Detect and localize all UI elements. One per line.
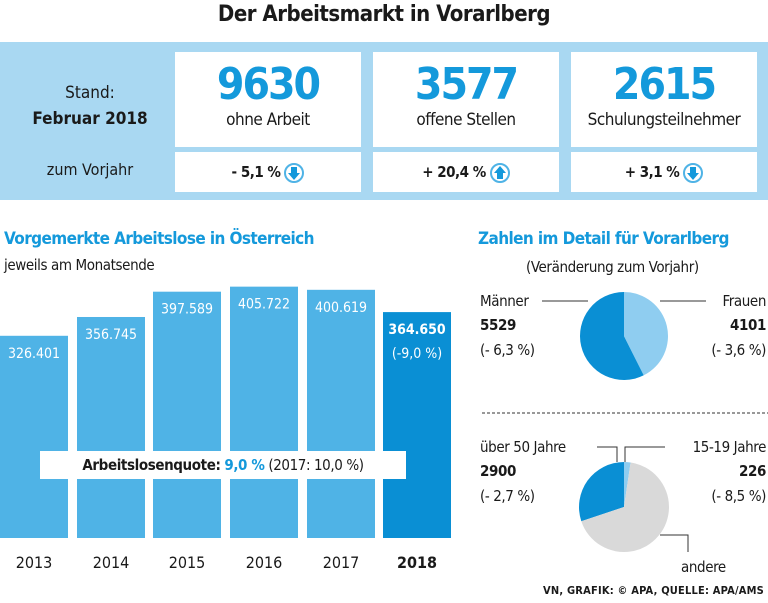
bar-value-label: 364.650 bbox=[388, 322, 446, 338]
slice-frauen bbox=[624, 292, 668, 376]
year-tick-label: 2017 bbox=[323, 553, 360, 572]
stand-block: Stand: Februar 2018 bbox=[20, 80, 160, 132]
kpi-label: offene Stellen bbox=[416, 110, 516, 130]
bar-value-label: 400.619 bbox=[315, 300, 367, 316]
maenner-change: (- 6,3 %) bbox=[480, 341, 535, 359]
kpi-value: 3577 bbox=[414, 59, 519, 110]
year-tick-label: 2014 bbox=[93, 553, 130, 572]
kpi-change: - 5,1 % bbox=[175, 152, 361, 192]
kpi-card-ohne-arbeit: 9630 ohne Arbeit bbox=[175, 52, 361, 147]
year-tick-label: 2018 bbox=[397, 553, 437, 572]
pie-charts bbox=[482, 292, 768, 552]
bar-value-label: 356.745 bbox=[85, 327, 137, 343]
pie-title: Zahlen im Detail für Vorarlberg bbox=[478, 229, 729, 249]
year-tick-label: 2015 bbox=[169, 553, 206, 572]
change-value: - 5,1 % bbox=[231, 163, 281, 181]
change-value: + 20,4 % bbox=[422, 163, 486, 181]
maenner-label: Männer bbox=[480, 292, 529, 310]
arrow-up-icon bbox=[489, 162, 510, 183]
bar-value-label: 405.722 bbox=[238, 297, 290, 313]
kpi-card-offene-stellen: 3577 offene Stellen bbox=[373, 52, 559, 147]
kpi-label: ohne Arbeit bbox=[226, 110, 310, 130]
jugend-value: 226 bbox=[739, 462, 766, 480]
quote-previous: (2017: 10,0 %) bbox=[268, 456, 364, 474]
leader-ueber-50 bbox=[597, 446, 618, 462]
bar-value-label: 326.401 bbox=[8, 346, 60, 362]
kpi-change: + 20,4 % bbox=[373, 152, 559, 192]
kpi-value: 9630 bbox=[216, 59, 321, 110]
jugend-change: (- 8,5 %) bbox=[711, 487, 766, 505]
kpi-label: Schulungsteilnehmer bbox=[587, 110, 741, 130]
arrow-down-icon bbox=[683, 162, 704, 183]
andere-label: andere bbox=[681, 558, 726, 576]
bar-change-label: (-9,0 %) bbox=[392, 346, 442, 362]
slice-andere bbox=[581, 462, 669, 552]
ueber50-change: (- 2,7 %) bbox=[480, 487, 535, 505]
kpi-change: + 3,1 % bbox=[571, 152, 757, 192]
frauen-change: (- 3,6 %) bbox=[711, 341, 766, 359]
change-value: + 3,1 % bbox=[624, 163, 680, 181]
ueber50-value: 2900 bbox=[480, 462, 516, 480]
stand-date: Februar 2018 bbox=[32, 109, 148, 129]
frauen-value: 4101 bbox=[730, 316, 766, 334]
arrow-down-icon bbox=[284, 162, 305, 183]
year-tick-label: 2013 bbox=[16, 553, 53, 572]
kpi-panel: Stand: Februar 2018 zum Vorjahr 9630 ohn… bbox=[0, 42, 768, 200]
pie-subtitle: (Veränderung zum Vorjahr) bbox=[526, 258, 699, 276]
quote-value: 9,0 % bbox=[224, 456, 265, 474]
bar-2015 bbox=[153, 291, 221, 538]
frauen-label: Frauen bbox=[722, 292, 766, 310]
bar-2016 bbox=[230, 286, 298, 538]
quote-label: Arbeitslosenquote: bbox=[82, 456, 221, 474]
slice-15-19 bbox=[624, 462, 631, 507]
bar-chart: 326.401 2013 356.745 2014 397.589 2015 405.722… bbox=[0, 286, 451, 572]
year-tick-label: 2016 bbox=[246, 553, 283, 572]
bar-2018 bbox=[383, 312, 451, 538]
ueber50-label: über 50 Jahre bbox=[480, 438, 566, 456]
bar-2013 bbox=[0, 335, 68, 538]
bar-2014 bbox=[77, 316, 145, 538]
stand-label: Stand: bbox=[65, 83, 115, 103]
maenner-value: 5529 bbox=[480, 316, 516, 334]
quote-annotation: Arbeitslosenquote: 9,0 % (2017: 10,0 %) bbox=[40, 451, 406, 479]
jugend-label: 15-19 Jahre bbox=[692, 438, 767, 456]
vorjahr-label: zum Vorjahr bbox=[46, 160, 134, 179]
bar-chart-title: Vorgemerkte Arbeitslose in Österreich bbox=[4, 229, 315, 249]
bar-value-label: 397.589 bbox=[161, 302, 213, 318]
source-credit: VN, GRAFIK: © APA, QUELLE: APA/AMS bbox=[543, 584, 764, 597]
leader-andere bbox=[660, 534, 689, 552]
kpi-value: 2615 bbox=[612, 59, 717, 110]
bar-chart-subtitle: jeweils am Monatsende bbox=[4, 256, 155, 274]
page-title: Der Arbeitsmarkt in Vorarlberg bbox=[217, 2, 551, 27]
slice-maenner bbox=[580, 292, 644, 380]
slice-ueber-50 bbox=[579, 462, 624, 522]
bar-2017 bbox=[307, 289, 375, 538]
leader-15-19 bbox=[624, 446, 665, 462]
kpi-card-schulung: 2615 Schulungsteilnehmer bbox=[571, 52, 757, 147]
